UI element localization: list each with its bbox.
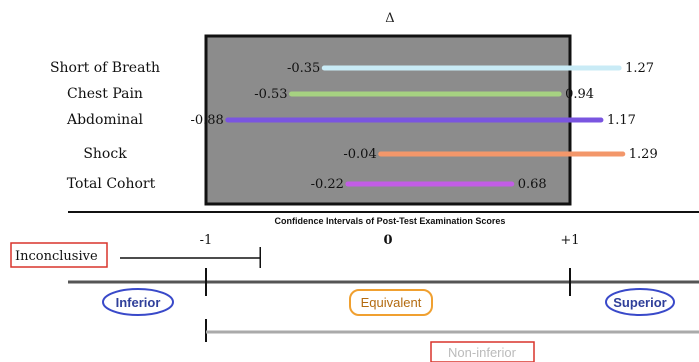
lower-bound-label: -0.53 (254, 87, 287, 102)
equivalent-box (349, 289, 433, 316)
x-tick-label: -1 (200, 233, 213, 248)
category-label: Short of Breath (50, 60, 160, 76)
x-tick-label: 0 (383, 233, 392, 248)
upper-bound-label: 1.27 (625, 61, 654, 76)
inferior-label: Inferior (116, 295, 161, 310)
non-inferior-label: Non-inferior (448, 345, 517, 360)
lower-bound-label: -0.22 (311, 177, 344, 192)
lower-bound-label: -0.88 (190, 113, 223, 128)
inconclusive-label: Inconclusive (15, 249, 98, 264)
equivalence-scale: Inferior Equivalent Superior (68, 268, 699, 316)
category-label: Total Cohort (67, 176, 156, 192)
x-axis-label: Confidence Intervals of Post-Test Examin… (275, 216, 506, 226)
upper-bound-label: 1.29 (629, 147, 658, 162)
upper-bound-label: 1.17 (607, 113, 636, 128)
x-tick-label: +1 (560, 233, 579, 248)
superior-ellipse (605, 288, 675, 316)
non-inferior-box (430, 341, 535, 362)
upper-bound-label: 0.94 (565, 87, 594, 102)
category-label: Abdominal (66, 112, 144, 128)
category-label: Shock (83, 146, 127, 162)
equivalent-label: Equivalent (361, 295, 422, 310)
lower-bound-label: -0.04 (343, 147, 376, 162)
chart-title: Δ (385, 11, 394, 26)
interval-group: Short of Breath -0.35 1.27 Chest Pain -0.53 0… (50, 60, 658, 192)
inconclusive-legend: Inconclusive (10, 242, 261, 268)
lower-bound-label: -0.35 (287, 61, 320, 76)
x-axis-ticks: -1 0 +1 (200, 233, 580, 248)
non-inferior-legend: Non-inferior (205, 319, 699, 362)
upper-bound-label: 0.68 (518, 177, 547, 192)
category-label: Chest Pain (67, 86, 143, 102)
superior-label: Superior (613, 295, 666, 310)
inconclusive-box (10, 242, 108, 268)
inferior-ellipse (102, 288, 174, 316)
